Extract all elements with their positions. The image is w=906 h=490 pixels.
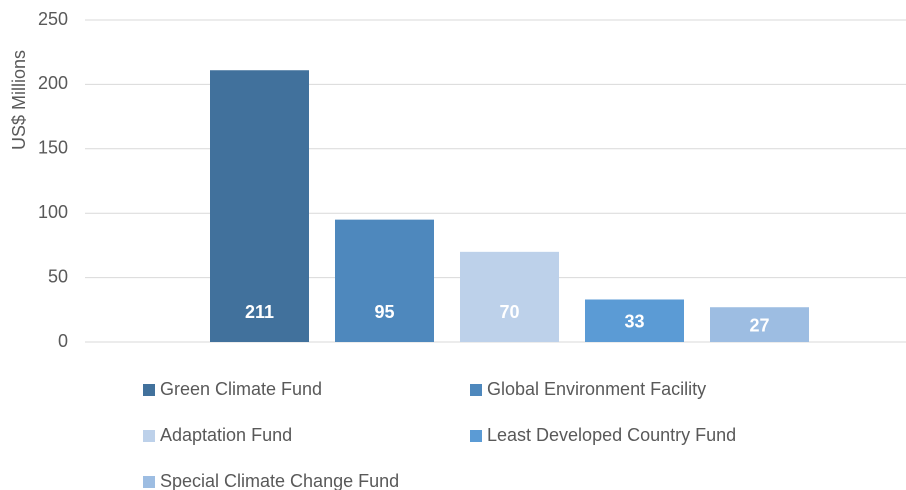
value-label: 95: [374, 302, 394, 322]
value-label: 33: [624, 311, 644, 331]
y-axis-label: US$ Millions: [9, 50, 29, 150]
legend-swatch: [143, 430, 155, 442]
value-label: 27: [749, 315, 769, 335]
y-tick-label: 250: [38, 9, 68, 29]
legend-label: Global Environment Facility: [487, 379, 706, 399]
y-tick-label: 0: [58, 331, 68, 351]
legend-swatch: [143, 384, 155, 396]
legend-swatch: [470, 384, 482, 396]
bar: [710, 307, 809, 342]
y-tick-label: 100: [38, 202, 68, 222]
value-label: 70: [499, 302, 519, 322]
y-tick-label: 150: [38, 138, 68, 158]
legend-swatch: [143, 476, 155, 488]
legend-label: Special Climate Change Fund: [160, 471, 399, 490]
bar: [460, 251, 559, 342]
y-tick-label: 200: [38, 73, 68, 93]
legend-label: Green Climate Fund: [160, 379, 322, 399]
y-tick-label: 50: [48, 266, 68, 286]
legend-swatch: [470, 430, 482, 442]
legend-label: Least Developed Country Fund: [487, 425, 736, 445]
value-label: 211: [245, 302, 274, 322]
bar: [210, 70, 309, 343]
legend-label: Adaptation Fund: [160, 425, 292, 445]
bar: [585, 299, 684, 342]
bar: [335, 219, 434, 342]
